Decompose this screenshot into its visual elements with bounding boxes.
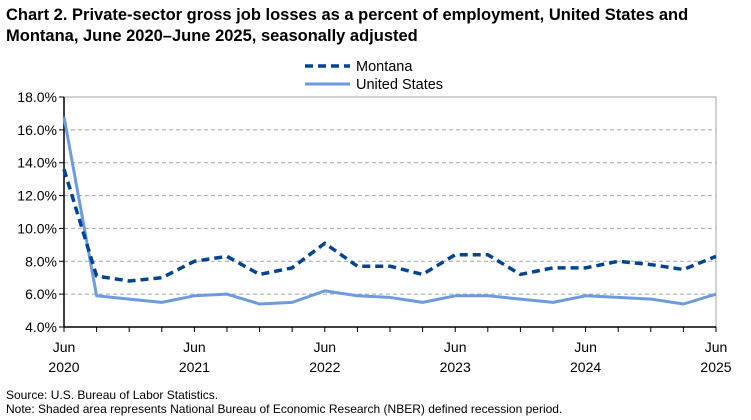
legend-label-united-states: United States <box>356 77 443 93</box>
x-tick-label-year: 2020 <box>48 359 79 375</box>
series-line-montana <box>62 168 717 283</box>
y-tick-label: 14.0% <box>17 155 57 171</box>
y-tick-label: 18.0% <box>17 89 57 105</box>
x-tick-label-month: Jun <box>705 339 728 355</box>
y-tick-label: 16.0% <box>17 122 57 138</box>
x-tick-label-month: Jun <box>444 339 467 355</box>
x-tick-label-month: Jun <box>183 339 206 355</box>
plot-area <box>63 96 717 328</box>
x-tick-label-year: 2023 <box>440 359 471 375</box>
y-tick-label: 8.0% <box>25 253 57 269</box>
x-tick-label-year: 2024 <box>570 359 601 375</box>
source-note: Source: U.S. Bureau of Labor Statistics. <box>6 388 219 402</box>
x-tick-label-year: 2021 <box>179 359 210 375</box>
x-tick-label-month: Jun <box>53 339 76 355</box>
x-tick-label-year: 2022 <box>309 359 340 375</box>
legend-label-montana: Montana <box>356 59 413 75</box>
x-tick-label-month: Jun <box>314 339 337 355</box>
y-tick-label: 6.0% <box>25 286 57 302</box>
footnote: Note: Shaded area represents National Bu… <box>6 402 563 416</box>
x-tick-label-month: Jun <box>574 339 597 355</box>
x-tick-label-year: 2025 <box>700 359 731 375</box>
chart-title: Chart 2. Private-sector gross job losses… <box>6 6 689 45</box>
series-line-united-states <box>62 116 717 306</box>
y-tick-label: 4.0% <box>25 319 57 335</box>
y-tick-label: 10.0% <box>17 220 57 236</box>
y-tick-label: 12.0% <box>17 188 57 204</box>
